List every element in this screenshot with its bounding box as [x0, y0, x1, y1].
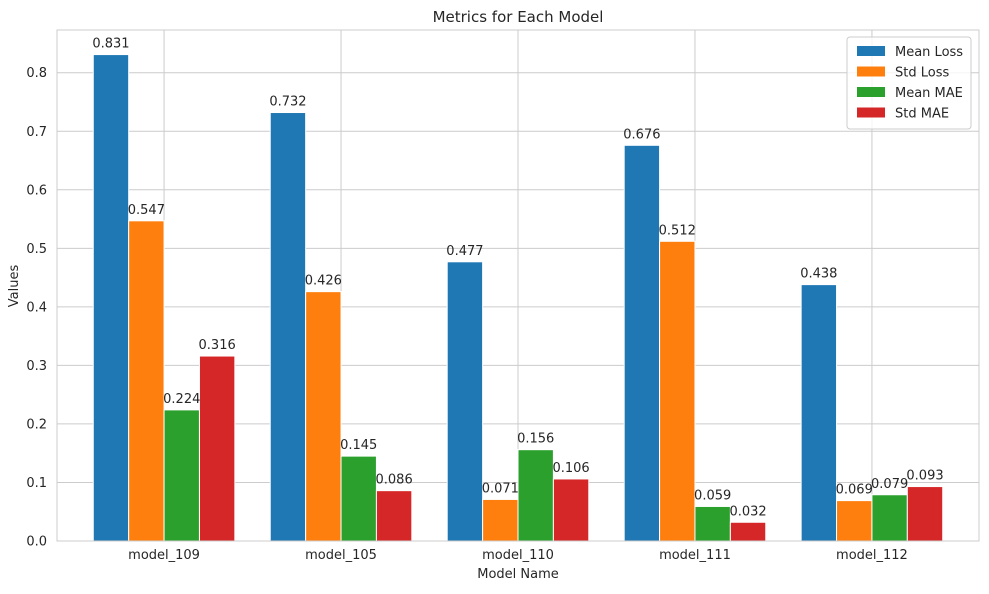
legend-swatch	[857, 87, 885, 97]
legend-entry: Std MAE	[895, 107, 949, 122]
legend-entry: Mean MAE	[895, 86, 963, 101]
bar	[92, 54, 130, 542]
bar	[659, 240, 696, 542]
bar	[552, 478, 590, 542]
data-label: 0.732	[269, 95, 306, 110]
data-label: 0.059	[694, 488, 731, 503]
bar	[906, 486, 944, 542]
plot-frame	[56, 29, 980, 542]
y-axis-label: Values	[7, 265, 22, 308]
bar	[198, 355, 236, 542]
y-tick-label: 0.5	[26, 242, 47, 257]
bar	[800, 284, 838, 542]
data-label: 0.106	[552, 461, 589, 476]
data-label: 0.086	[376, 473, 413, 488]
x-tick-label: model_111	[659, 548, 731, 563]
data-label: 0.438	[800, 267, 837, 282]
bar	[836, 500, 873, 542]
legend-entry: Mean Loss	[895, 45, 963, 60]
bar	[375, 490, 413, 542]
bar	[623, 144, 661, 542]
data-label: 0.093	[906, 469, 943, 484]
bar	[269, 112, 307, 542]
legend: Mean Loss Std Loss Mean MAE Std MAE	[846, 36, 972, 130]
legend-box	[846, 36, 972, 130]
chart-title: Metrics for Each Model	[433, 8, 604, 26]
bar	[694, 505, 731, 542]
y-tick-label: 0.6	[26, 183, 47, 198]
legend-swatch	[857, 107, 885, 118]
data-label: 0.071	[482, 481, 519, 496]
x-tick-label: model_105	[305, 548, 377, 563]
data-label: 0.676	[623, 127, 660, 142]
y-tick-label: 0.3	[26, 359, 47, 374]
x-tick-label: model_109	[128, 548, 200, 563]
y-tick-label: 0.7	[26, 125, 47, 140]
bar	[482, 498, 519, 542]
legend-swatch	[857, 66, 885, 77]
legend-swatch	[857, 46, 885, 56]
bar	[128, 220, 165, 542]
x-axis-label: Model Name	[477, 567, 559, 582]
bars	[92, 54, 944, 542]
bar	[446, 261, 484, 542]
y-tick-labels: 0.0 0.1 0.2 0.3 0.4 0.5 0.6 0.7 0.8	[26, 66, 47, 549]
data-label: 0.069	[836, 483, 873, 498]
bar	[729, 521, 767, 542]
data-label: 0.547	[128, 203, 165, 218]
bar	[871, 494, 908, 542]
data-labels: 0.831 0.547 0.224 0.316 0.732 0.426 0.145 0.086…	[92, 37, 943, 520]
y-tick-label: 0.2	[26, 417, 47, 432]
data-label: 0.224	[163, 392, 200, 407]
y-tick-label: 0.8	[26, 66, 47, 81]
y-tick-label: 0.4	[26, 300, 47, 315]
bar	[163, 409, 200, 542]
y-tick-label: 0.0	[26, 535, 47, 550]
data-label: 0.426	[305, 274, 342, 289]
bar	[305, 291, 342, 542]
data-label: 0.831	[92, 37, 129, 52]
x-tick-label: model_110	[482, 548, 554, 563]
data-label: 0.032	[729, 504, 766, 519]
data-label: 0.079	[871, 477, 908, 492]
x-tick-label: model_112	[836, 548, 908, 563]
data-label: 0.145	[340, 438, 377, 453]
legend-entry: Std Loss	[895, 66, 949, 81]
data-label: 0.477	[446, 244, 483, 259]
data-label: 0.316	[199, 338, 236, 353]
bar	[340, 455, 377, 542]
data-label: 0.512	[659, 223, 696, 238]
data-label: 0.156	[517, 432, 554, 447]
bar	[517, 449, 554, 542]
x-tick-labels: model_109 model_105 model_110 model_111 mode…	[128, 548, 908, 563]
y-tick-label: 0.1	[26, 476, 47, 491]
